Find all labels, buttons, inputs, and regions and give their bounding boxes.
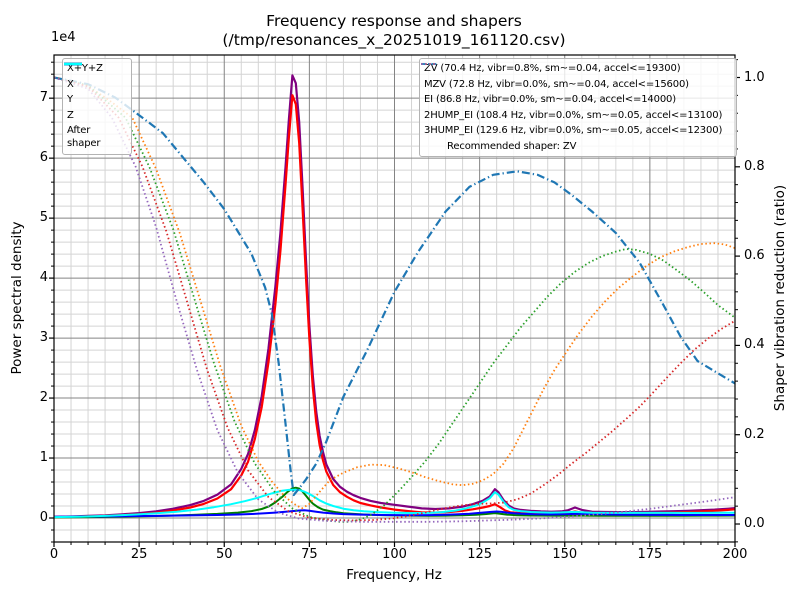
y-right-tick-label: 0.6	[744, 248, 765, 264]
y-left-tick-label: 7	[39, 90, 48, 106]
y-right-tick-label: 0.0	[744, 516, 765, 531]
psd-legend: X+Y+Z X Y Z After shaper	[62, 58, 132, 155]
y-right-tick-label: 0.8	[744, 158, 765, 174]
y-left-axis-label: Power spectral density	[9, 221, 25, 375]
x-tick-label: 0	[49, 547, 59, 562]
y-axis-offset-text: 1e4	[51, 30, 76, 45]
x-tick-label: 175	[637, 547, 663, 562]
shaper-legend-rows: ZV (70.4 Hz, vibr=0.8%, sm~=0.04, accel<…	[421, 61, 731, 139]
y-right-tick-label: 0.2	[744, 426, 765, 442]
recommended-shaper-note: Recommended shaper: ZV	[447, 140, 577, 152]
shaper-legend-label: 2HUMP_EI (108.4 Hz, vibr=0.0%, sm~=0.05,…	[424, 109, 723, 121]
psd-legend-label: Z	[67, 109, 74, 121]
psd-legend-item-psd-after-shaper: After shaper	[64, 62, 126, 152]
psd-legend-item-psd-y: Y	[64, 62, 126, 108]
psd-legend-label: X+Y+Z	[67, 63, 103, 75]
x-tick-label: 150	[552, 547, 578, 562]
shaper-legend-label: 3HUMP_EI (129.6 Hz, vibr=0.0%, sm~=0.05,…	[424, 125, 723, 137]
y-left-tick-label: 1	[39, 450, 48, 466]
shaper-legend-item-shaper-mzv: MZV (72.8 Hz, vibr=0.0%, sm~=0.04, accel…	[421, 63, 731, 93]
shaper-legend-label: EI (86.8 Hz, vibr=0.0%, sm~=0.04, accel<…	[424, 94, 677, 106]
y-right-tick-label: 0.4	[744, 337, 765, 353]
psd-legend-item-psd-x: X	[64, 62, 126, 93]
shaper-legend-item-shaper-zv: ZV (70.4 Hz, vibr=0.8%, sm~=0.04, accel<…	[421, 61, 731, 77]
y-left-tick-label: 2	[39, 390, 48, 406]
y-left-tick-label: 6	[39, 150, 48, 166]
psd-legend-label: Y	[67, 94, 73, 106]
shaper-legend-label: MZV (72.8 Hz, vibr=0.0%, sm~=0.04, accel…	[424, 78, 689, 90]
x-tick-label: 200	[722, 547, 748, 562]
y-left-tick-label: 5	[39, 210, 48, 226]
shaper-legend-item-shaper-ei: EI (86.8 Hz, vibr=0.0%, sm~=0.04, accel<…	[421, 63, 731, 108]
shaper-legend-item-shaper-3hump-ei: 3HUMP_EI (129.6 Hz, vibr=0.0%, sm~=0.05,…	[421, 63, 731, 139]
psd-legend-item-psd-z: Z	[64, 62, 126, 124]
y-left-tick-label: 4	[39, 270, 48, 286]
y-left-tick-label: 3	[39, 330, 48, 346]
shaper-legend-label: ZV (70.4 Hz, vibr=0.8%, sm~=0.04, accel<…	[424, 63, 681, 75]
shaper-legend-item-shaper-2hump-ei: 2HUMP_EI (108.4 Hz, vibr=0.0%, sm~=0.05,…	[421, 63, 731, 124]
y-right-axis-label: Shaper vibration reduction (ratio)	[772, 184, 788, 412]
x-tick-label: 100	[382, 547, 407, 562]
chart-title-line1: Frequency response and shapers	[266, 12, 522, 30]
psd-legend-label: After shaper	[67, 125, 101, 149]
psd-legend-label: X	[67, 78, 74, 90]
x-tick-label: 50	[215, 547, 233, 562]
x-tick-label: 125	[467, 547, 493, 562]
x-tick-label: 25	[130, 547, 148, 562]
x-tick-label: 75	[301, 547, 318, 562]
chart-title-line2: (/tmp/resonances_x_20251019_161120.csv)	[222, 31, 566, 49]
y-left-tick-label: 0	[39, 510, 48, 525]
shaper-legend: ZV (70.4 Hz, vibr=0.8%, sm~=0.04, accel<…	[419, 58, 737, 157]
x-axis-label: Frequency, Hz	[346, 567, 442, 583]
y-right-tick-label: 1.0	[744, 69, 765, 85]
